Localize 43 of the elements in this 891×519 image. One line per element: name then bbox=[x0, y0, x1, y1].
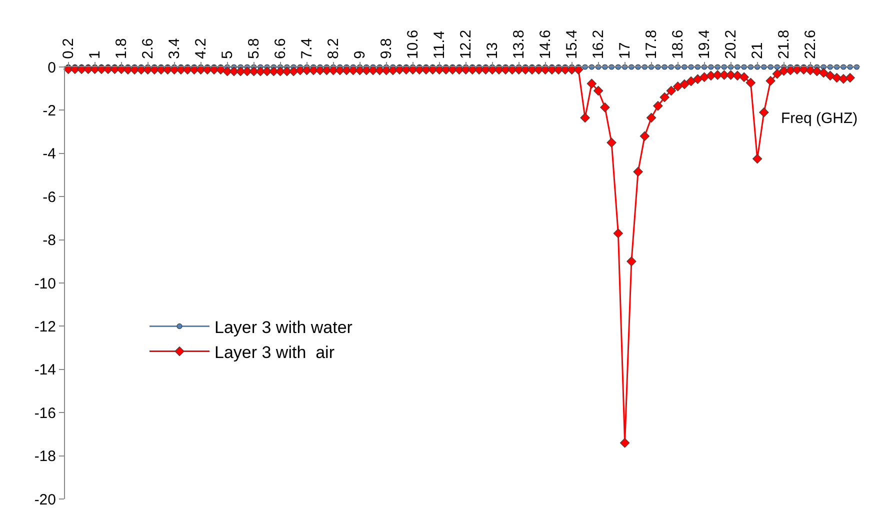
y-tick-label: -18 bbox=[34, 448, 56, 466]
x-axis-title: Freq (GHZ) bbox=[781, 110, 858, 127]
legend-label: Layer 3 with water bbox=[214, 318, 353, 337]
y-tick-label: -4 bbox=[42, 146, 56, 163]
y-tick-label: -20 bbox=[34, 491, 56, 508]
x-tick-label: 13.8 bbox=[510, 30, 528, 59]
x-tick-label: 12.2 bbox=[458, 30, 475, 59]
x-tick-label: 13 bbox=[484, 42, 502, 59]
x-tick-label: 17 bbox=[616, 42, 634, 59]
x-tick-label: 18.6 bbox=[670, 30, 687, 59]
x-tick-label: 16.2 bbox=[590, 30, 608, 59]
x-tick-label: 4.2 bbox=[192, 38, 210, 59]
y-tick-label: -2 bbox=[42, 102, 56, 120]
x-tick-label: 14.6 bbox=[537, 30, 554, 59]
x-tick-label: 9 bbox=[352, 50, 369, 59]
x-tick-label: 22.6 bbox=[802, 30, 820, 59]
y-tick-label: -10 bbox=[34, 275, 56, 292]
x-tick-label: 5.8 bbox=[246, 38, 263, 59]
x-tick-label: 15.4 bbox=[564, 30, 581, 59]
x-tick-label: 8.2 bbox=[325, 38, 342, 59]
x-tick-label: 21.8 bbox=[776, 30, 793, 59]
y-tick-label: -6 bbox=[42, 188, 56, 206]
x-tick-label: 17.8 bbox=[643, 30, 660, 59]
y-tick-label: -16 bbox=[34, 404, 56, 422]
legend-label: Layer 3 with air bbox=[214, 342, 335, 362]
x-tick-label: 20.2 bbox=[722, 30, 740, 59]
x-tick-label: 10.6 bbox=[404, 30, 422, 59]
y-tick-label: -8 bbox=[42, 232, 56, 250]
x-tick-label: 5 bbox=[219, 50, 236, 59]
y-tick-label: -14 bbox=[34, 362, 56, 379]
x-tick-label: 3.4 bbox=[166, 38, 184, 59]
x-tick-label: 1.8 bbox=[113, 38, 130, 59]
x-tick-label: 6.6 bbox=[272, 38, 290, 59]
x-tick-label: 19.4 bbox=[696, 30, 714, 59]
x-tick-label: 9.8 bbox=[378, 38, 396, 59]
x-tick-label: 11.4 bbox=[431, 30, 448, 59]
x-tick-label: 1 bbox=[86, 50, 104, 59]
y-tick-label: 0 bbox=[48, 59, 56, 76]
x-tick-label: 2.6 bbox=[140, 38, 157, 59]
y-tick-label: -12 bbox=[34, 318, 56, 336]
x-tick-label: 0.2 bbox=[60, 38, 78, 59]
x-tick-label: 21 bbox=[749, 42, 766, 59]
x-tick-label: 7.4 bbox=[298, 38, 316, 59]
